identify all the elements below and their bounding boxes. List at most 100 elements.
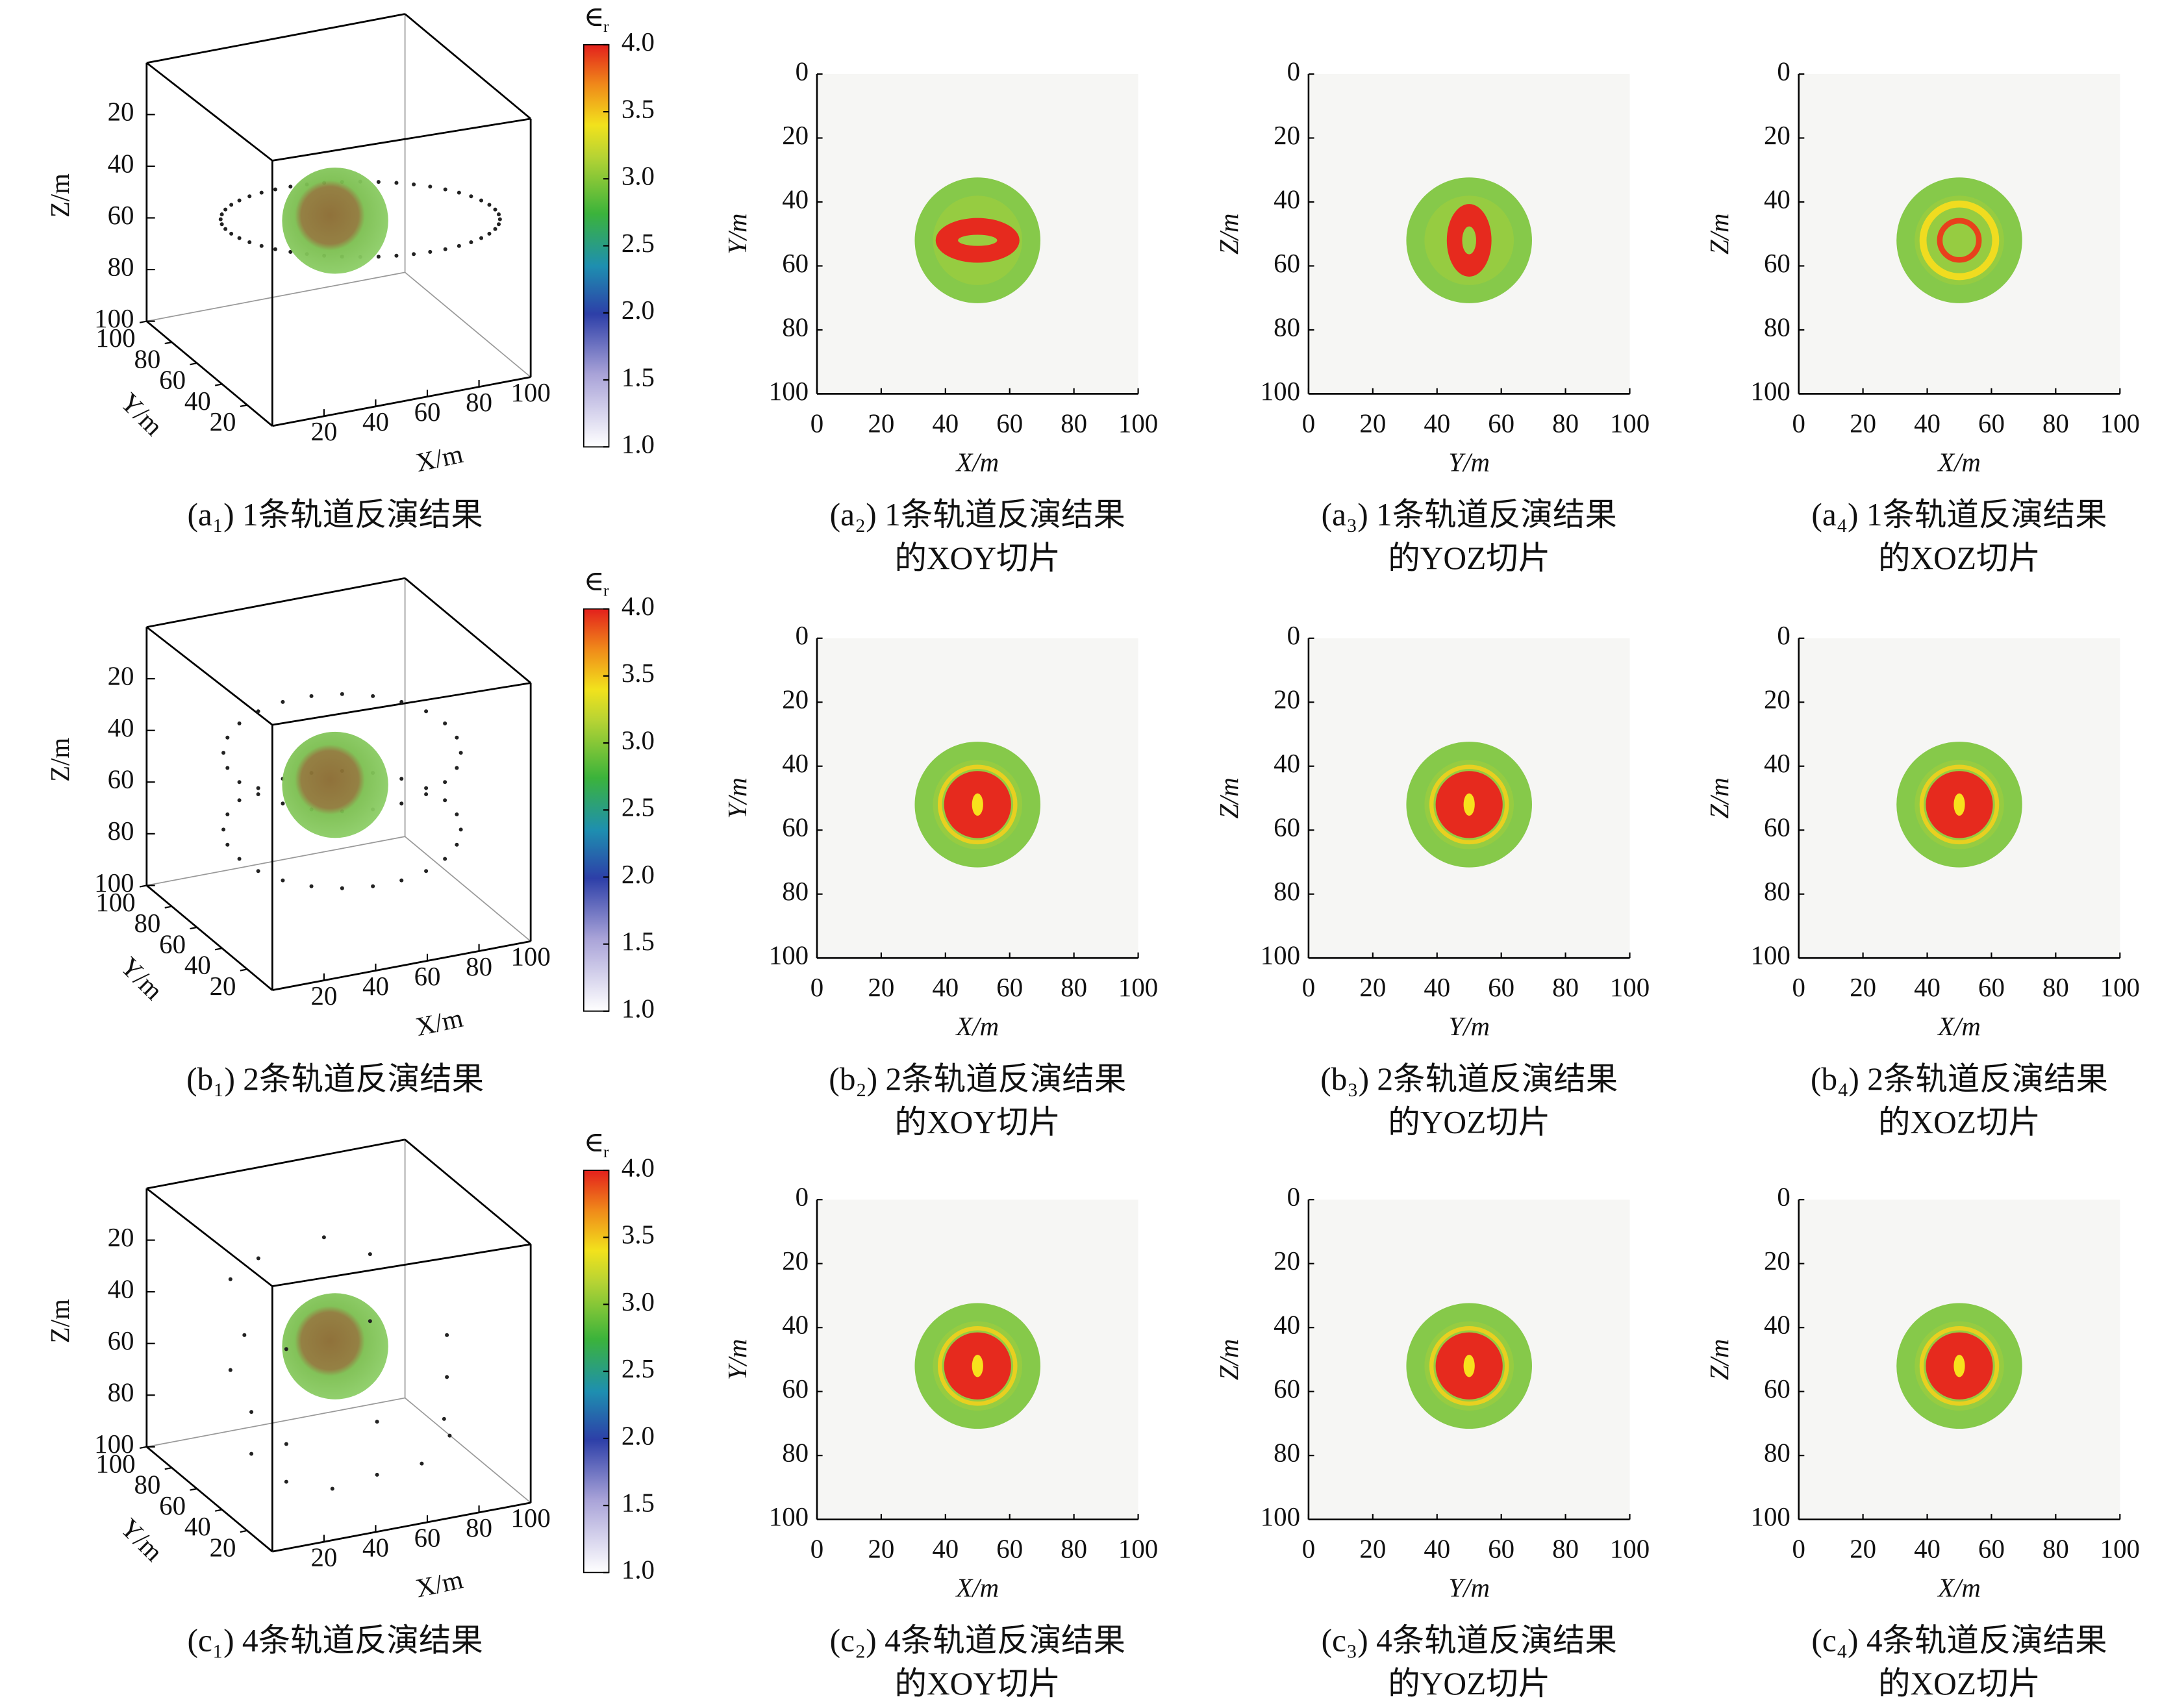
x-tick-label: 60 [1488,408,1514,438]
y-tick-label: 60 [159,1491,186,1520]
y-tick [139,1446,147,1450]
orbit-dot [223,227,228,231]
orbit-dot [442,1416,446,1421]
caption: 的XOZ切片 [1878,540,2041,576]
colorbar-label-sub: r [603,1142,609,1161]
y-axis-label: Y/m [723,213,752,255]
cube-edge [404,13,532,119]
z-axis-label: Z/m [45,173,75,218]
orbit-dot [237,236,242,240]
z-tick-label: 60 [108,201,134,230]
y-tick-label: 20 [782,121,809,150]
z-tick-label: 80 [108,252,134,281]
orbit-dot [281,801,285,806]
y-tick-label: 20 [1764,121,1790,150]
orbit-dot [368,1319,372,1324]
caption: 的YOZ切片 [1388,1666,1550,1702]
x-tick-label: 0 [1302,1534,1315,1563]
x-tick-label: 0 [810,1534,823,1563]
orbit-dot [249,1410,254,1414]
orbit-dot [399,801,404,806]
cube-edge [145,1446,273,1553]
orbit-dot [458,827,463,832]
x-tick-label: 40 [362,407,389,436]
orbit-dot [228,1277,232,1281]
x-tick-label: 60 [996,973,1023,1002]
orbit-dot [443,187,447,192]
y-tick-label: 100 [1261,377,1300,406]
x-tick-label: 20 [1359,1534,1386,1563]
z-tick-label: 100 [94,868,134,898]
y-tick-label: 0 [1777,57,1790,86]
y-tick-label: 40 [1764,749,1790,778]
cube-edge [272,376,531,427]
cube-edge [146,1397,405,1448]
cube-edge [405,1397,531,1503]
orbit-dot [375,1420,379,1424]
x-tick-label: 80 [1552,408,1579,438]
x-axis-label: X/m [413,1003,466,1042]
x-axis-label: X/m [413,1564,466,1603]
orbit-dot [412,182,416,187]
orbit-dot [237,857,242,861]
caption: (c₃) 4条轨道反演结果 [1322,1622,1617,1658]
cube-edge [146,13,405,64]
x-tick-label: 20 [868,408,894,438]
colorbar-tick-label: 3.0 [622,725,655,755]
x-tick-label: 60 [1978,1534,2005,1563]
orbit-dot [412,252,416,257]
colorbar-tick-label: 1.0 [622,1555,655,1585]
orbit-dot [237,198,242,203]
caption: 的YOZ切片 [1388,1105,1550,1140]
z-tick-label: 40 [108,149,134,178]
caption: (a₃) 1条轨道反演结果 [1322,497,1617,533]
y-tick-label: 100 [95,323,135,353]
slice-core-inner [1953,793,1965,816]
x-tick-label: 40 [932,973,959,1002]
orbit-dot [221,827,226,832]
y-tick [190,362,197,366]
y-axis-label: Y/m [114,951,168,1005]
slice-ring [1919,1326,2000,1406]
orbit-dot [487,231,492,236]
y-tick-label: 60 [1274,249,1300,278]
y-tick-label: 0 [796,1183,809,1212]
y-axis-label: Z/m [1214,213,1244,255]
orbit-dot [457,190,461,195]
caption: (a₄) 1条轨道反演结果 [1811,497,2107,533]
caption: (b₄) 2条轨道反演结果 [1811,1061,2108,1097]
x-axis-label: X/m [1937,1574,1981,1603]
orbit-dot [225,842,230,847]
y-tick-label: 40 [1274,749,1300,778]
orbit-dot [457,244,461,248]
orbit-dot [220,212,224,217]
y-tick-label: 0 [1287,621,1300,650]
x-tick-label: 60 [1978,408,2005,438]
y-tick-label: 100 [1261,941,1300,970]
x-tick-label: 80 [1552,1534,1579,1563]
y-tick-label: 60 [782,813,809,842]
x-tick-label: 100 [1610,1534,1650,1563]
x-tick-label: 60 [414,1523,441,1552]
y-tick-label: 20 [210,407,236,436]
orbit-dot [424,709,429,714]
y-tick [190,926,197,930]
slice-ring [937,764,1018,845]
y-tick [190,1488,197,1491]
cube-edge [405,836,531,942]
y-tick [139,885,147,888]
y-tick-label: 80 [134,1470,160,1500]
x-tick-label: 20 [868,1534,894,1563]
y-tick-label: 80 [782,1438,809,1468]
y-axis-label: Z/m [1214,1339,1244,1381]
y-tick-label: 20 [210,972,236,1001]
orbit-dot [420,1461,424,1466]
orbit-dot [309,884,314,888]
orbit-dot [218,217,223,221]
caption: (a₁) 1条轨道反演结果 [187,497,483,533]
y-tick [139,320,147,323]
orbit-dot [225,735,230,740]
z-axis-label: Z/m [45,1299,75,1343]
y-tick-label: 0 [1777,1183,1790,1212]
y-tick-label: 40 [184,386,211,416]
